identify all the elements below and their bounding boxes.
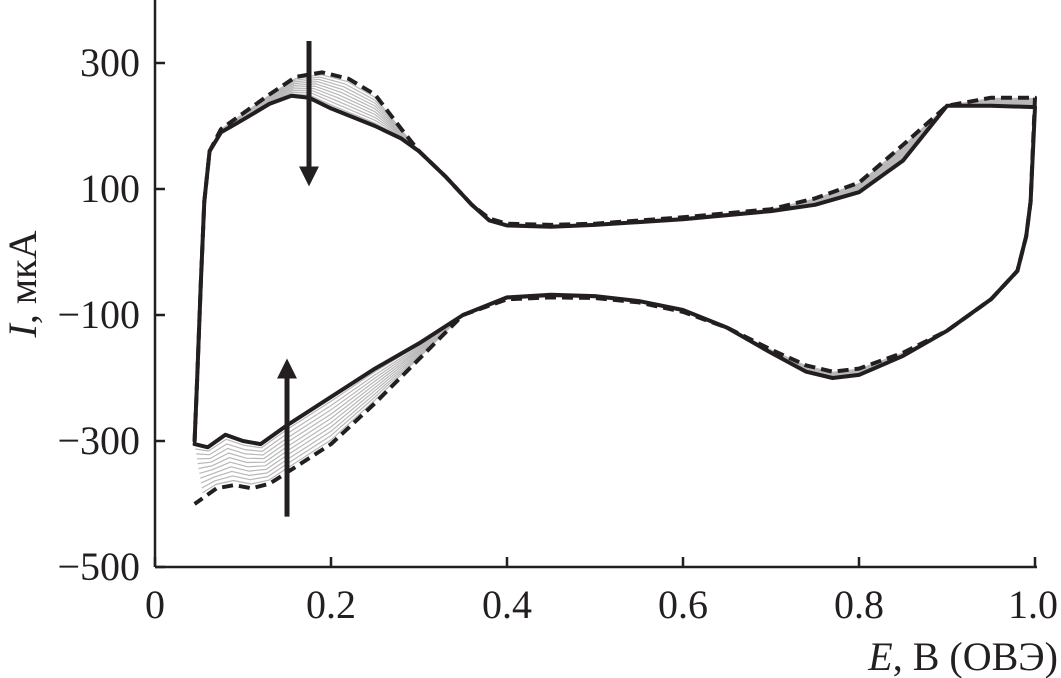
y-tick-label: −300 — [57, 418, 140, 463]
intermediate-cycle-line — [194, 76, 1036, 442]
intermediate-cycle-line — [196, 104, 1036, 460]
plot-series — [192, 70, 1037, 506]
intermediate-cycle-line — [194, 85, 1036, 442]
x-tick-label: 0.6 — [658, 582, 708, 627]
last-cycle-line-solid — [192, 93, 1037, 450]
x-tick-label: 0 — [145, 582, 165, 627]
y-tick-label: −100 — [57, 292, 140, 337]
first-cycle-line-dashed — [192, 70, 1037, 506]
x-tick-label: 0.2 — [306, 582, 356, 627]
intermediate-cycles — [194, 74, 1036, 494]
y-tick-label: 300 — [80, 40, 140, 85]
intermediate-cycle-line — [195, 106, 1036, 452]
x-tick-label: 0.8 — [834, 582, 884, 627]
y-tick-label: −500 — [57, 544, 140, 589]
intermediate-cycle-line — [194, 83, 1036, 442]
axes — [153, 0, 1037, 569]
y-axis-label: I, мкА — [0, 230, 45, 338]
y-tick-label: 100 — [80, 166, 140, 211]
intermediate-cycle-line — [194, 81, 1036, 442]
x-tick-label: 0.4 — [482, 582, 532, 627]
y-axis-unit: , мкА — [0, 230, 45, 324]
intermediate-cycle-line — [194, 78, 1036, 442]
y-ticks: −500 −300 −100 100 300 — [57, 40, 165, 589]
x-ticks: 0 0.2 0.4 0.6 0.8 1.0 — [145, 557, 1058, 627]
intermediate-cycle-line — [194, 74, 1036, 442]
x-axis-label: E, В (ОВЭ) — [867, 634, 1058, 678]
y-axis-variable: I — [0, 322, 45, 338]
x-tick-label: 1.0 — [1008, 582, 1058, 627]
intermediate-cycle-line — [197, 103, 1036, 465]
annotations — [277, 40, 319, 517]
x-axis-unit: , В (ОВЭ) — [893, 634, 1058, 678]
x-axis-variable: E — [867, 634, 892, 678]
